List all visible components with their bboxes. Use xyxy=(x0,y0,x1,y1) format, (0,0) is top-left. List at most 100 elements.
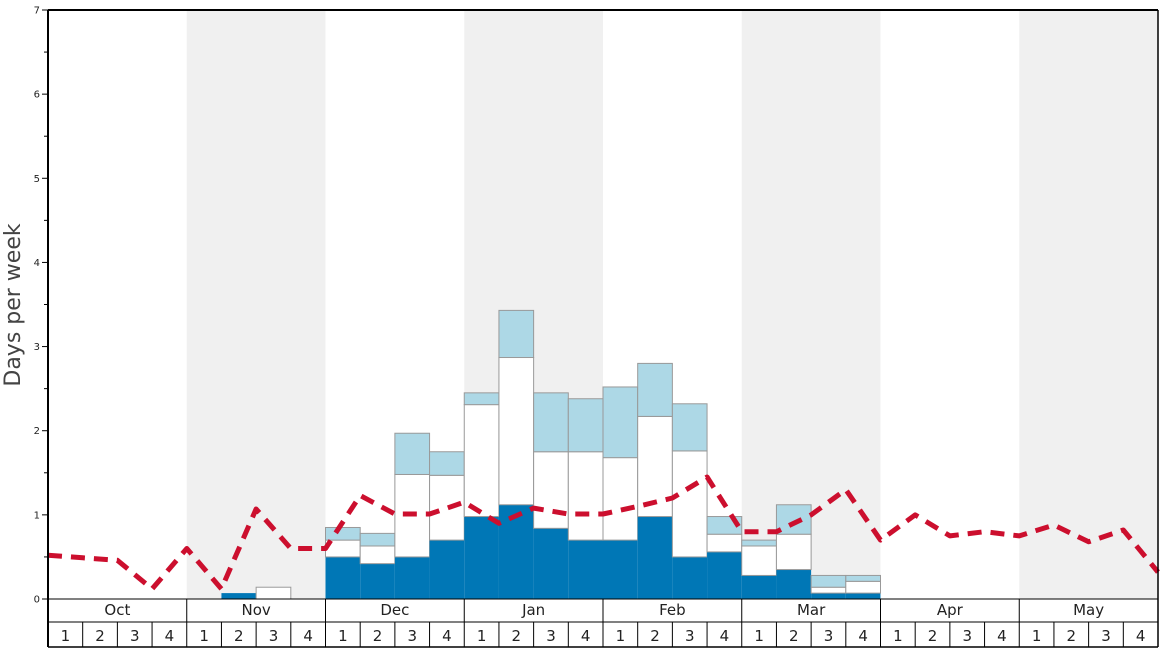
bar-segment-white xyxy=(671,450,708,558)
month-label: Dec xyxy=(380,601,409,619)
y-tick-label: 7 xyxy=(34,6,40,17)
week-label: 4 xyxy=(442,627,452,645)
bar-series xyxy=(221,309,881,600)
bar-segment-dark xyxy=(394,556,430,599)
bar-segment-light xyxy=(637,362,673,417)
week-label: 2 xyxy=(650,627,660,645)
bar-segment-dark xyxy=(707,551,742,599)
bar-segment-light xyxy=(567,398,604,453)
bar-segment-white xyxy=(533,451,569,529)
bar-segment-light xyxy=(810,574,847,588)
bar-segment-dark xyxy=(221,593,257,599)
bar-segment-light xyxy=(325,526,361,541)
month-bands xyxy=(186,10,1158,599)
week-label: 4 xyxy=(581,627,591,645)
bar-segment-dark xyxy=(498,504,534,599)
bar-segment-light xyxy=(463,392,500,406)
y-tick-label: 5 xyxy=(34,174,40,185)
week-label: 3 xyxy=(685,627,695,645)
bar-segment-light xyxy=(359,532,396,547)
y-tick-label: 3 xyxy=(34,342,40,353)
month-label: Jan xyxy=(521,601,545,619)
month-label: Apr xyxy=(937,601,964,619)
bar-segment-white xyxy=(498,357,535,506)
bar-segment-light xyxy=(775,504,812,535)
week-label: 2 xyxy=(1067,627,1077,645)
week-label: 3 xyxy=(1101,627,1111,645)
bar-segment-light xyxy=(602,386,639,459)
week-label: 1 xyxy=(616,627,626,645)
bar-segment-dark xyxy=(360,563,395,599)
week-label: 1 xyxy=(61,627,71,645)
week-label: 3 xyxy=(269,627,279,645)
month-label: Mar xyxy=(797,601,826,619)
week-label: 1 xyxy=(338,627,348,645)
y-ticks: 0 1 2 3 4 5 6 7 xyxy=(34,6,48,606)
bar-segment-dark xyxy=(637,516,673,599)
bar-segment-light xyxy=(394,432,431,475)
bar-segment-dark xyxy=(533,528,569,599)
week-label: 1 xyxy=(1032,627,1042,645)
month-band xyxy=(186,10,326,599)
bar-segment-white xyxy=(741,545,777,576)
bar-segment-white xyxy=(775,533,812,571)
week-label: 2 xyxy=(373,627,383,645)
bar-segment-dark xyxy=(672,556,708,599)
bar-segment-light xyxy=(845,574,881,582)
bar-segment-white xyxy=(845,580,881,594)
week-label: 3 xyxy=(130,627,140,645)
month-label: Oct xyxy=(104,601,130,619)
x-axis: Oct 1 2 3 4 Nov 1 2 3 4 Dec 1 2 3 4 Jan 1 2 3 4 Feb 1 2 3 4 Mar 1 2… xyxy=(48,599,1158,648)
y-axis-label: Days per week xyxy=(1,223,26,386)
week-label: 3 xyxy=(824,627,834,645)
bar-segment-dark xyxy=(429,540,465,599)
bar-segment-dark xyxy=(568,540,603,599)
month-label: May xyxy=(1073,601,1104,619)
week-label: 4 xyxy=(165,627,175,645)
week-label: 4 xyxy=(997,627,1007,645)
bar-segment-white xyxy=(567,451,604,541)
bar-segment-white xyxy=(429,474,465,541)
week-label: 2 xyxy=(234,627,244,645)
bar-segment-white xyxy=(706,533,743,553)
week-label: 4 xyxy=(858,627,868,645)
average-line-path xyxy=(47,474,1160,592)
week-label: 1 xyxy=(754,627,764,645)
bar-segment-dark xyxy=(325,556,361,599)
week-label: 1 xyxy=(199,627,209,645)
average-line xyxy=(47,474,1160,592)
week-label: 1 xyxy=(893,627,903,645)
week-label: 4 xyxy=(1136,627,1146,645)
month-label: Nov xyxy=(241,601,270,619)
month-band xyxy=(1019,10,1158,599)
bar-segment-light xyxy=(429,451,465,476)
month-band xyxy=(741,10,881,599)
week-label: 3 xyxy=(962,627,972,645)
bar-segment-light xyxy=(498,309,535,359)
week-label: 2 xyxy=(789,627,799,645)
bar-segment-dark xyxy=(741,575,777,599)
y-tick-label: 0 xyxy=(34,595,40,606)
week-label: 4 xyxy=(720,627,730,645)
bar-segment-light xyxy=(671,403,708,452)
week-label: 2 xyxy=(928,627,938,645)
bar-segment-dark xyxy=(776,569,812,599)
week-label: 3 xyxy=(407,627,417,645)
bar-segment-dark xyxy=(603,540,638,599)
bar-segment-light xyxy=(533,392,569,453)
week-label: 3 xyxy=(546,627,556,645)
bar-segment-white xyxy=(602,457,639,541)
bar-segment-dark xyxy=(811,593,846,599)
y-tick-label: 1 xyxy=(34,510,40,521)
bar-segment-white xyxy=(359,545,396,565)
bar-segment-white xyxy=(463,404,500,518)
week-label: 2 xyxy=(95,627,105,645)
bar-segment-light xyxy=(741,539,777,547)
month-label: Feb xyxy=(659,601,686,619)
bar-segment-dark xyxy=(464,516,499,599)
week-label: 1 xyxy=(477,627,487,645)
bar-segment-white xyxy=(810,586,847,594)
week-label: 2 xyxy=(512,627,522,645)
bar-segment-dark xyxy=(845,593,881,599)
